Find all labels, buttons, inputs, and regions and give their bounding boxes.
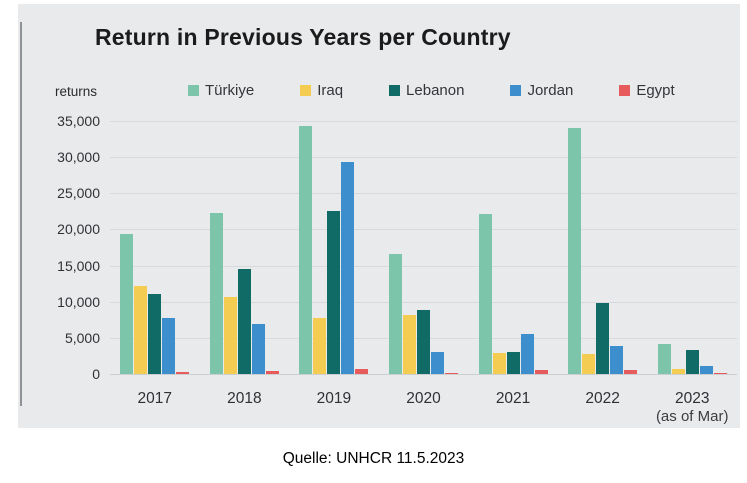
bar-türkiye-2023 bbox=[657, 344, 671, 374]
legend-swatch bbox=[389, 85, 401, 96]
x-tick-year: 2017 bbox=[137, 390, 173, 407]
y-tick-label: 0 bbox=[92, 366, 100, 382]
bar-lebanon-2023 bbox=[685, 350, 699, 374]
chart-card: Return in Previous Years per Country ret… bbox=[18, 4, 740, 428]
gridline bbox=[110, 193, 737, 195]
legend-label: Türkiye bbox=[205, 82, 255, 99]
bar-jordan-2018 bbox=[251, 324, 265, 374]
legend-label: Egypt bbox=[636, 82, 675, 99]
bar-group-2018 bbox=[200, 121, 290, 374]
x-tick-year: 2023 bbox=[674, 390, 710, 407]
bar-türkiye-2021 bbox=[478, 214, 492, 374]
bar-egypt-2022 bbox=[624, 369, 638, 374]
bar-jordan-2022 bbox=[610, 345, 624, 374]
legend-swatch bbox=[300, 85, 312, 96]
bar-iraq-2023 bbox=[671, 368, 685, 374]
x-tick-label-2018: 2018 bbox=[200, 390, 290, 408]
y-tick-label: 25,000 bbox=[57, 185, 100, 202]
bar-jordan-2017 bbox=[162, 318, 176, 374]
legend-swatch bbox=[619, 85, 631, 96]
bar-jordan-2021 bbox=[520, 334, 534, 374]
gridline bbox=[110, 121, 737, 122]
legend-item-egypt: Egypt bbox=[619, 82, 675, 99]
bar-türkiye-2019 bbox=[299, 126, 313, 374]
x-tick-year: 2019 bbox=[316, 390, 352, 407]
bar-egypt-2017 bbox=[176, 371, 190, 374]
x-tick-label-2019: 2019 bbox=[289, 390, 379, 408]
x-tick-label-2023: 2023 (as of Mar) bbox=[647, 390, 737, 426]
legend-item-türkiye: Türkiye bbox=[188, 82, 254, 99]
legend-label: Iraq bbox=[317, 82, 344, 99]
bar-lebanon-2021 bbox=[506, 351, 520, 374]
bar-iraq-2021 bbox=[492, 353, 506, 374]
bar-lebanon-2019 bbox=[327, 211, 341, 374]
bar-türkiye-2017 bbox=[120, 233, 134, 374]
y-tick-label: 15,000 bbox=[57, 257, 100, 274]
bar-group-2019 bbox=[289, 121, 379, 374]
bar-jordan-2020 bbox=[430, 351, 444, 374]
x-tick-label-2022: 2022 bbox=[558, 390, 648, 408]
y-axis-unit-label: returns bbox=[55, 84, 98, 99]
bar-türkiye-2020 bbox=[388, 254, 402, 374]
bar-jordan-2023 bbox=[699, 366, 713, 374]
bar-lebanon-2022 bbox=[596, 303, 610, 374]
bar-iraq-2019 bbox=[313, 317, 327, 374]
legend-item-lebanon: Lebanon bbox=[389, 82, 464, 99]
x-tick-label-2020: 2020 bbox=[379, 390, 469, 408]
chart-title: Return in Previous Years per Country bbox=[95, 24, 511, 50]
legend-label: Lebanon bbox=[406, 82, 465, 99]
bar-türkiye-2022 bbox=[568, 128, 582, 374]
legend-swatch bbox=[510, 85, 522, 96]
bar-iraq-2018 bbox=[223, 296, 237, 374]
bar-lebanon-2017 bbox=[148, 293, 162, 374]
y-tick-label: 10,000 bbox=[57, 293, 100, 310]
bar-iraq-2020 bbox=[402, 315, 416, 374]
source-note: Quelle: UNHCR 11.5.2023 bbox=[282, 450, 465, 467]
gridline bbox=[110, 374, 737, 375]
gridline bbox=[110, 265, 737, 267]
bar-türkiye-2018 bbox=[209, 212, 223, 374]
bar-egypt-2021 bbox=[534, 370, 548, 374]
bar-egypt-2019 bbox=[355, 368, 369, 374]
bar-egypt-2020 bbox=[444, 372, 458, 374]
plot-area bbox=[110, 121, 737, 375]
legend-item-iraq: Iraq bbox=[300, 82, 343, 99]
bar-egypt-2023 bbox=[713, 372, 727, 374]
y-tick-label: 5,000 bbox=[64, 329, 100, 346]
bar-lebanon-2018 bbox=[237, 269, 251, 374]
y-tick-label: 20,000 bbox=[57, 221, 100, 238]
bar-iraq-2017 bbox=[134, 285, 148, 374]
y-tick-label: 35,000 bbox=[57, 113, 100, 129]
x-tick-year: 2018 bbox=[227, 390, 262, 407]
legend: Türkiye Iraq Lebanon Jordan Egypt bbox=[188, 82, 675, 99]
x-tick-label-2017: 2017 bbox=[110, 390, 200, 408]
legend-row: returns Türkiye Iraq Lebanon Jordan Egypt bbox=[18, 82, 740, 102]
bar-group-2022 bbox=[558, 121, 648, 374]
bar-group-2017 bbox=[110, 121, 200, 374]
bar-iraq-2022 bbox=[582, 353, 596, 374]
x-tick-year: 2022 bbox=[585, 390, 620, 407]
gridline bbox=[110, 157, 737, 159]
bar-lebanon-2020 bbox=[416, 309, 430, 374]
y-tick-label: 30,000 bbox=[57, 149, 100, 166]
gridline bbox=[110, 301, 737, 303]
bar-group-2020 bbox=[379, 121, 469, 374]
x-tick-sublabel: (as of Mar) bbox=[655, 408, 729, 425]
x-tick-label-2021: 2021 bbox=[468, 390, 558, 408]
x-tick-year: 2020 bbox=[406, 390, 441, 407]
bar-group-2023 bbox=[647, 121, 737, 374]
gridline bbox=[110, 229, 737, 231]
bar-egypt-2018 bbox=[265, 371, 279, 374]
left-edge-line bbox=[20, 22, 22, 406]
x-tick-year: 2021 bbox=[495, 390, 531, 407]
legend-label: Jordan bbox=[527, 82, 574, 99]
bar-jordan-2019 bbox=[341, 162, 355, 374]
legend-swatch bbox=[188, 85, 199, 96]
bar-group-2021 bbox=[468, 121, 558, 374]
legend-item-jordan: Jordan bbox=[510, 82, 573, 99]
